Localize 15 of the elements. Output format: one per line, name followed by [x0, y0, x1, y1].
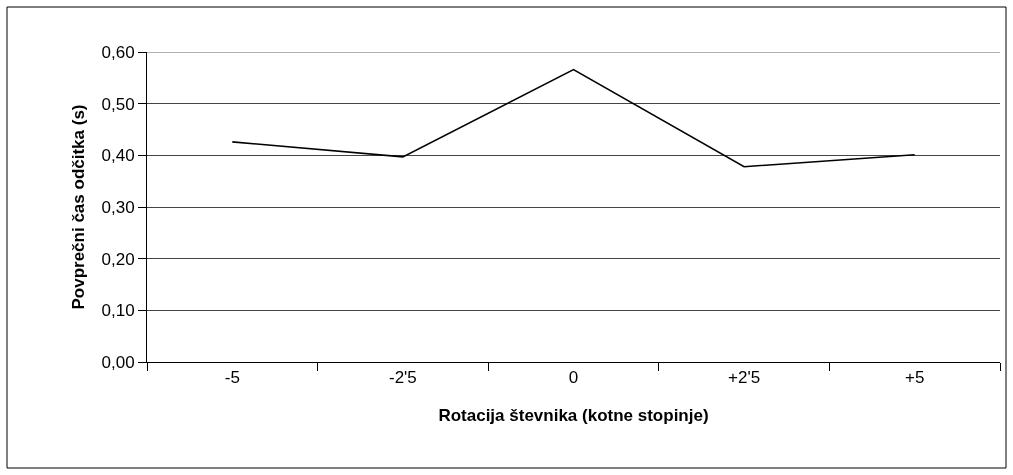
x-tick-label: +2'5 [728, 368, 761, 388]
line-series [231, 68, 916, 168]
y-tick-label: 0,50 [101, 94, 135, 114]
y-tick-label: 0,60 [101, 42, 135, 62]
x-tick-label: -2'5 [388, 368, 417, 388]
y-tick-label: 0,40 [101, 146, 135, 166]
x-tick-label: +5 [905, 368, 925, 388]
x-axis-title: Rotacija števnika (kotne stopinje) [438, 405, 709, 425]
y-tick-label: 0,30 [101, 197, 135, 217]
y-tick-label: 0,10 [101, 301, 135, 321]
y-tick-label: 0,20 [101, 249, 135, 269]
y-tick-label: 0,00 [101, 352, 135, 372]
x-tick-label: 0 [568, 368, 579, 388]
y-axis-title: Povprečni čas odčitka (s) [69, 104, 89, 310]
x-tick-label: -5 [224, 368, 240, 388]
